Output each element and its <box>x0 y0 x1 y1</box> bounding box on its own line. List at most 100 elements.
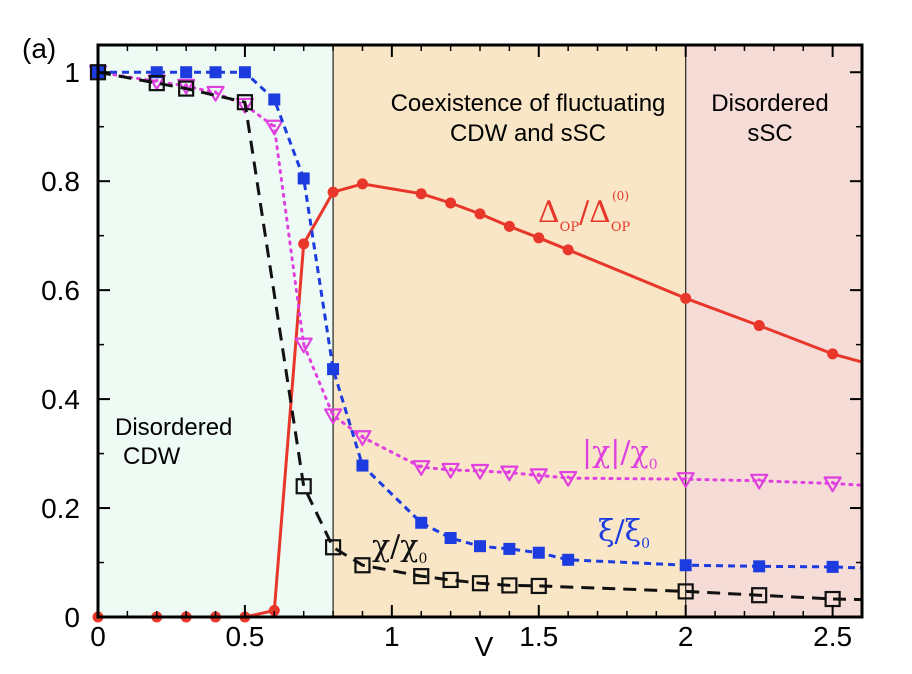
data-point-chi_abs-8 <box>353 430 372 446</box>
region-dividers <box>332 45 687 617</box>
data-point-chi-7 <box>413 568 430 585</box>
series-label-delta-superscript: (0) <box>612 189 629 203</box>
data-point-chi_abs-13 <box>529 468 548 485</box>
x-tick-label-2: 1 <box>384 621 400 652</box>
data-point-chi-9 <box>471 575 489 592</box>
data-point-xi-14 <box>562 553 575 566</box>
region-label-0-line-0: Disordered <box>115 414 232 441</box>
data-point-chi-6 <box>354 557 371 574</box>
data-point-chi-13 <box>751 587 768 604</box>
data-point-xi-10 <box>444 532 457 545</box>
series-line-chi <box>97 70 863 602</box>
data-point-chi_abs-15-dot <box>684 476 688 480</box>
data-point-chi_abs-16-dot <box>757 478 761 482</box>
series-label-delta: ΔOP/ΔOP <box>538 195 631 235</box>
data-point-xi-6 <box>297 172 310 185</box>
x-tick-label-5: 2.5 <box>813 621 852 652</box>
x-tick-label-4: 2 <box>678 621 694 652</box>
x-tick-label-3: 1.5 <box>519 621 558 652</box>
y-tick-label-4: 0.8 <box>41 166 80 197</box>
data-point-chi-2 <box>178 80 195 97</box>
data-point-chi-5 <box>324 539 342 556</box>
data-point-delta-16 <box>753 320 765 332</box>
data-point-chi_abs-6-dot <box>302 342 306 346</box>
data-point-chi-11 <box>530 577 547 595</box>
data-point-chi-10 <box>501 577 518 594</box>
series-label-xi: ξ/ξ0 <box>598 514 650 552</box>
data-point-xi-4 <box>238 66 251 79</box>
data-point-xi-3 <box>209 66 222 79</box>
data-point-chi_abs-2-dot <box>184 83 188 87</box>
data-point-chi-3 <box>236 94 254 111</box>
data-point-chi_abs-5 <box>265 119 284 136</box>
data-point-chi_abs-7 <box>323 408 343 425</box>
data-point-xi-7 <box>327 363 340 376</box>
data-point-xi-16 <box>753 560 766 573</box>
data-point-delta-17 <box>827 348 839 360</box>
data-point-delta-7 <box>327 186 339 198</box>
region-label-1-line-0: Coexistence of fluctuating <box>391 90 666 117</box>
data-point-chi_abs-8-dot <box>360 434 365 438</box>
data-point-delta-12 <box>503 220 515 232</box>
data-point-chi_abs-17 <box>823 476 842 493</box>
y-tick-label-0: 0 <box>64 602 80 633</box>
data-point-xi-8 <box>356 459 369 472</box>
series-chi <box>89 64 863 608</box>
data-point-delta-11 <box>474 208 486 220</box>
y-tick-label-3: 0.6 <box>41 275 80 306</box>
data-point-chi_abs-10 <box>441 462 460 479</box>
x-axis-label: V <box>475 631 494 662</box>
data-point-chi-4 <box>295 478 312 495</box>
data-point-chi_abs-4 <box>235 97 255 114</box>
data-point-delta-9 <box>415 188 427 200</box>
data-point-chi_abs-3-dot <box>213 90 218 94</box>
data-point-xi-2 <box>180 66 193 79</box>
data-point-chi_abs-15 <box>676 472 695 488</box>
data-point-delta-6 <box>298 238 310 250</box>
data-point-xi-11 <box>474 540 486 553</box>
region-label-2-line-0: Disordered <box>711 90 828 117</box>
series-chi_abs <box>88 65 864 493</box>
data-point-xi-12 <box>503 542 516 555</box>
region-label-1-line-1: CDW and sSC <box>450 120 606 147</box>
data-point-xi-5 <box>268 93 281 106</box>
data-point-xi-13 <box>532 546 545 559</box>
data-point-chi_abs-14-dot <box>566 475 570 479</box>
region-background-1 <box>333 45 686 617</box>
region-background-0 <box>98 45 334 617</box>
y-tick-label-2: 0.4 <box>41 384 80 415</box>
data-point-xi-9 <box>415 516 428 529</box>
axes: 0 0.5 1 1.5 2 2.5 0 0.2 0.4 0.6 0.8 1 <box>41 43 864 652</box>
x-tick-label-0: 0 <box>90 621 106 652</box>
data-point-chi_abs-16 <box>750 473 769 490</box>
data-point-delta-15 <box>680 292 692 304</box>
data-point-chi_abs-13-dot <box>537 472 541 476</box>
data-point-delta-5 <box>268 604 280 616</box>
series-xi <box>92 66 863 573</box>
data-point-chi-12 <box>677 583 694 600</box>
data-point-chi_abs-7-dot <box>331 412 335 417</box>
data-point-chi_abs-17-dot <box>831 480 835 485</box>
series-label-chi: χ/χ0 <box>372 529 427 567</box>
data-point-chi_abs-11-dot <box>478 468 482 472</box>
data-point-chi_abs-12-dot <box>507 470 511 474</box>
data-point-chi_abs-10-dot <box>449 467 453 471</box>
region-label-2-line-1: sSC <box>747 120 792 147</box>
data-point-chi_abs-5-dot <box>272 124 276 128</box>
data-point-chi_abs-14 <box>559 470 578 487</box>
phase-regions <box>98 45 862 617</box>
data-point-xi-17 <box>826 560 839 573</box>
y-tick-label-5: 1 <box>64 57 80 88</box>
data-point-chi_abs-11 <box>470 463 490 480</box>
y-tick-label-1: 0.2 <box>41 493 80 524</box>
data-point-chi-8 <box>442 571 459 589</box>
data-point-chi_abs-1-dot <box>155 78 159 83</box>
data-point-chi_abs-6 <box>294 337 313 354</box>
data-point-delta-13 <box>533 232 545 244</box>
data-point-chi_abs-9 <box>412 460 431 476</box>
data-point-delta-14 <box>562 244 574 256</box>
data-point-delta-10 <box>445 197 457 209</box>
panel-label: (a) <box>22 33 56 64</box>
data-point-xi-15 <box>679 559 692 572</box>
